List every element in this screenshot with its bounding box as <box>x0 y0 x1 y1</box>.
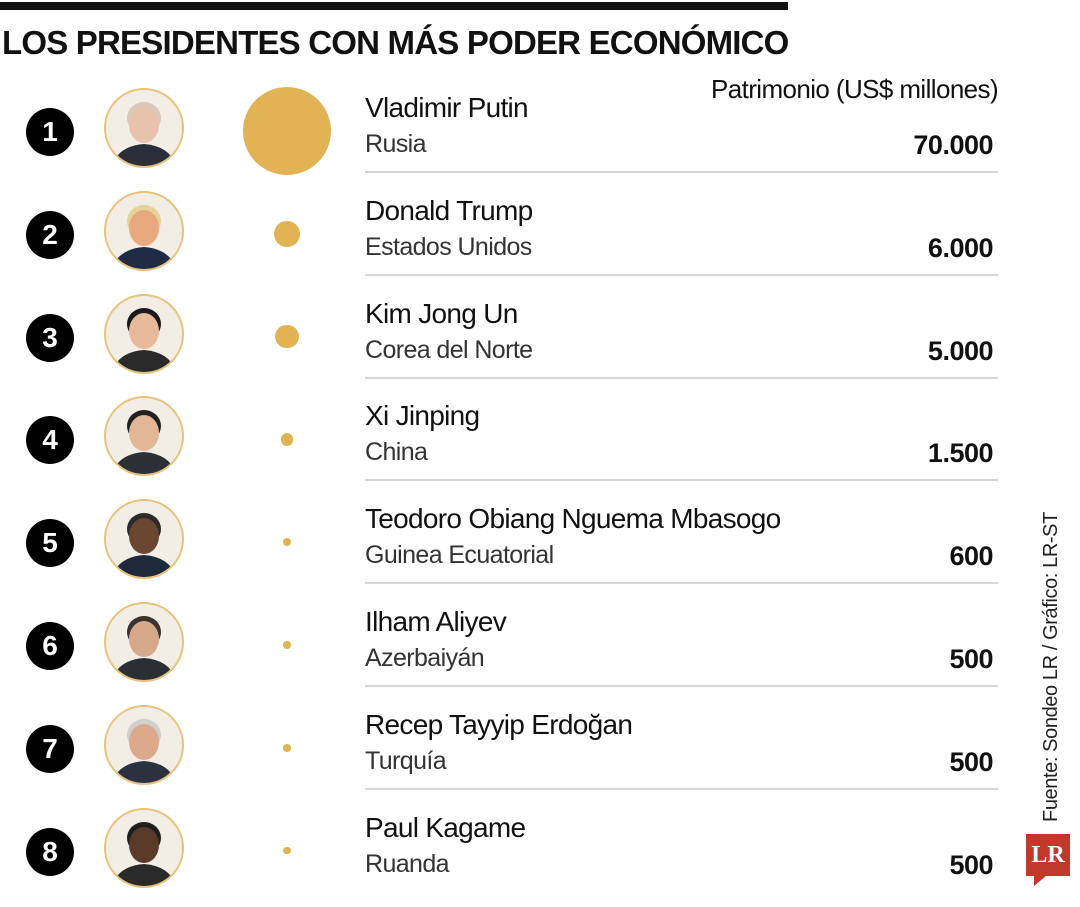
net-worth-value: 600 <box>949 541 993 572</box>
net-worth-value: 500 <box>949 644 993 675</box>
lr-logo-tail <box>1034 876 1046 886</box>
rank-badge: 6 <box>26 622 74 670</box>
table-row: 2 Donald Trump Estados Unidos 6.000 <box>0 187 1000 290</box>
net-worth-value: 5.000 <box>928 336 993 367</box>
row-divider <box>365 274 998 276</box>
portrait-avatar <box>104 294 184 374</box>
country-label: China <box>365 438 427 467</box>
row-divider <box>365 788 998 790</box>
portrait-avatar <box>104 88 184 168</box>
country-label: Guinea Ecuatorial <box>365 541 554 570</box>
country-label: Ruanda <box>365 850 449 879</box>
president-name: Recep Tayyip Erdoğan <box>365 709 632 741</box>
row-divider <box>365 685 998 687</box>
rank-badge: 1 <box>26 108 74 156</box>
country-label: Estados Unidos <box>365 233 532 262</box>
row-divider <box>365 377 998 379</box>
row-divider <box>365 582 998 584</box>
country-label: Turquía <box>365 747 446 776</box>
president-name: Ilham Aliyev <box>365 606 506 638</box>
president-name: Xi Jinping <box>365 400 479 432</box>
value-bubble <box>274 221 300 247</box>
portrait-avatar <box>104 396 184 476</box>
rank-badge: 4 <box>26 416 74 464</box>
value-bubble <box>283 641 290 648</box>
president-name: Vladimir Putin <box>365 92 528 124</box>
president-name: Teodoro Obiang Nguema Mbasogo <box>365 503 781 535</box>
table-row: 7 Recep Tayyip Erdoğan Turquía 500 <box>0 701 1000 804</box>
value-bubble <box>283 744 290 751</box>
value-bubble <box>283 847 290 854</box>
value-bubble <box>243 87 331 175</box>
source-credit: Fuente: Sondeo LR / Gráfico: LR-ST <box>1040 512 1063 822</box>
lr-logo: LR <box>1026 834 1070 886</box>
value-bubble <box>283 538 291 546</box>
table-row: 4 Xi Jinping China 1.500 <box>0 392 1000 495</box>
rank-badge: 3 <box>26 314 74 362</box>
president-name: Kim Jong Un <box>365 298 518 330</box>
president-name: Donald Trump <box>365 195 532 227</box>
net-worth-value: 500 <box>949 747 993 778</box>
rank-badge: 7 <box>26 725 74 773</box>
lr-logo-text: LR <box>1026 834 1070 876</box>
top-rule <box>0 2 788 10</box>
table-row: 1 Vladimir Putin Rusia 70.000 <box>0 84 1000 187</box>
country-label: Corea del Norte <box>365 336 532 365</box>
row-divider <box>365 479 998 481</box>
portrait-avatar <box>104 499 184 579</box>
rank-badge: 8 <box>26 828 74 876</box>
value-bubble <box>281 433 294 446</box>
table-row: 5 Teodoro Obiang Nguema Mbasogo Guinea Ecu… <box>0 495 1000 598</box>
table-row: 3 Kim Jong Un Corea del Norte 5.000 <box>0 290 1000 393</box>
row-divider <box>365 171 998 173</box>
president-name: Paul Kagame <box>365 812 525 844</box>
portrait-avatar <box>104 602 184 682</box>
net-worth-value: 500 <box>949 850 993 881</box>
table-row: 6 Ilham Aliyev Azerbaiyán 500 <box>0 598 1000 701</box>
value-bubble <box>275 325 299 349</box>
country-label: Rusia <box>365 130 426 159</box>
table-row: 8 Paul Kagame Ruanda 500 <box>0 804 1000 907</box>
portrait-avatar <box>104 705 184 785</box>
portrait-avatar <box>104 191 184 271</box>
net-worth-value: 6.000 <box>928 233 993 264</box>
net-worth-value: 1.500 <box>928 438 993 469</box>
country-label: Azerbaiyán <box>365 644 484 673</box>
net-worth-value: 70.000 <box>913 130 993 161</box>
portrait-avatar <box>104 808 184 888</box>
rank-badge: 2 <box>26 211 74 259</box>
rank-badge: 5 <box>26 519 74 567</box>
chart-title: LOS PRESIDENTES CON MÁS PODER ECONÓMICO <box>2 24 789 62</box>
